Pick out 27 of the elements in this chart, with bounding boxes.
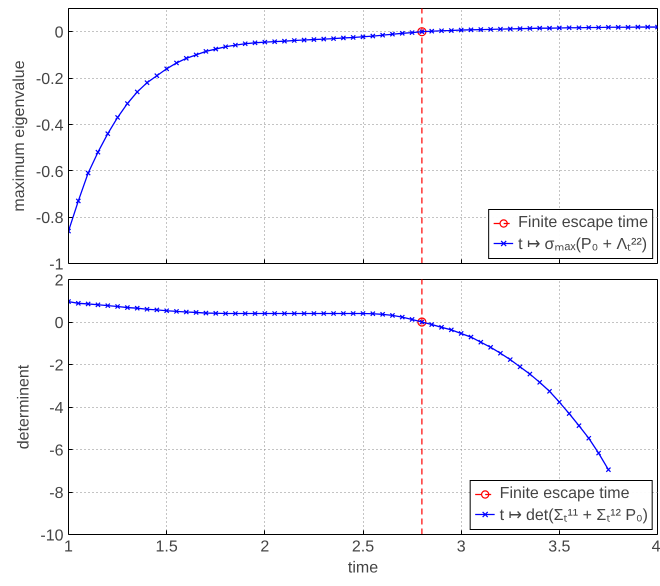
x-tick-label: 2 <box>260 538 270 556</box>
x-tick-label: 2.5 <box>352 538 374 556</box>
y-tick-label: 2 <box>54 272 64 290</box>
x-tick-label: 1.5 <box>156 538 178 556</box>
y-tick-label: -0.6 <box>36 164 64 181</box>
y-tick-label: -6 <box>49 442 64 460</box>
y-tick-label: -8 <box>49 485 64 502</box>
y-tick-label: -2 <box>49 358 64 374</box>
x-tick-label: 3.5 <box>548 538 571 556</box>
y-tick-label: -4 <box>49 400 64 417</box>
legend-label: Finite escape time <box>500 485 630 503</box>
y-tick-label: -10 <box>40 528 64 544</box>
legend-label: Finite escape time <box>518 214 648 232</box>
legend-label: t ↦ det(Σₜ¹¹ + Σₜ¹² P₀) <box>500 506 648 525</box>
y-axis-title: determinent <box>15 364 32 450</box>
x-tick-label: 1 <box>64 538 74 556</box>
y-axis-title: maximum eigenvalue <box>10 60 28 212</box>
y-tick-label: -1 <box>49 256 64 274</box>
y-tick-label: 0 <box>54 315 64 332</box>
y-tick-label: -0.8 <box>36 210 64 228</box>
y-tick-label: -0.2 <box>36 71 64 88</box>
x-tick-label: 4 <box>652 538 660 556</box>
x-tick-label: 3 <box>456 538 466 556</box>
y-tick-label: 0 <box>54 24 64 42</box>
x-axis-title: time <box>348 560 378 576</box>
legend-label: t ↦ σₘₐₓ(P₀ + Λₜ²²) <box>518 235 648 254</box>
y-tick-label: -0.4 <box>36 117 64 134</box>
